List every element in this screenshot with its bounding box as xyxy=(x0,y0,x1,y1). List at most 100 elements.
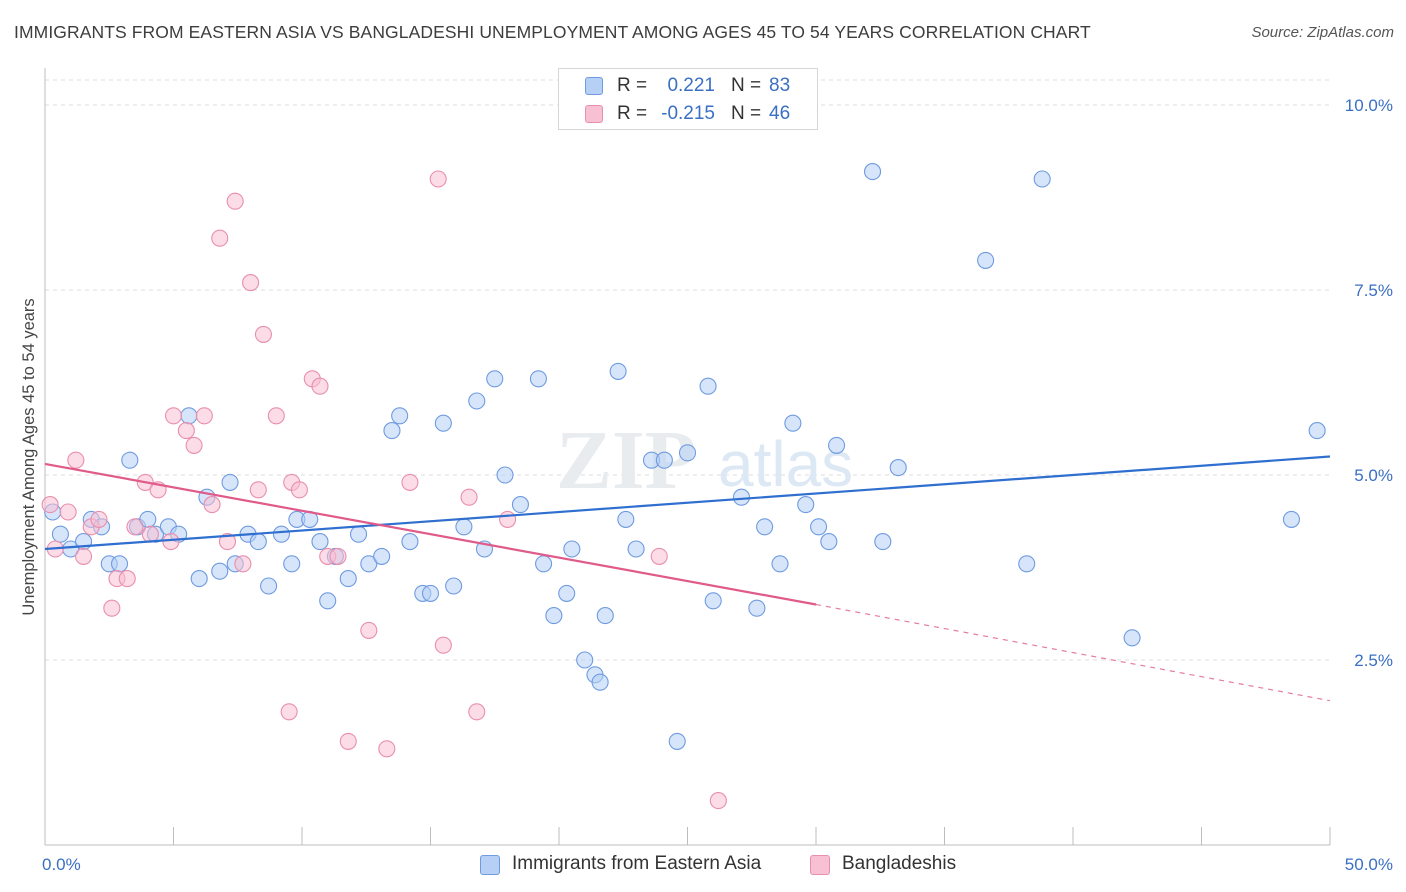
data-point-eastern-asia xyxy=(655,451,673,469)
data-point-eastern-asia xyxy=(563,540,581,558)
data-point-bangladeshi xyxy=(177,422,195,440)
x-tick-label: 50.0% xyxy=(1345,855,1393,874)
data-point-eastern-asia xyxy=(1282,510,1300,528)
r-value: -0.215 xyxy=(661,103,715,124)
data-point-bangladeshi xyxy=(254,325,273,343)
data-point-bangladeshi xyxy=(650,547,668,565)
y-tick-label: 10.0% xyxy=(1345,96,1393,115)
series-eastern-asia-points xyxy=(44,163,1326,750)
chart-title: IMMIGRANTS FROM EASTERN ASIA VS BANGLADE… xyxy=(14,22,1091,42)
watermark-zip: ZIP xyxy=(556,414,696,507)
data-point-eastern-asia xyxy=(455,518,473,536)
data-point-eastern-asia xyxy=(190,570,208,588)
data-point-eastern-asia xyxy=(678,444,697,462)
data-point-eastern-asia xyxy=(401,533,419,551)
data-point-eastern-asia xyxy=(748,599,766,617)
data-point-eastern-asia xyxy=(617,510,635,528)
data-point-eastern-asia xyxy=(391,407,409,425)
legend-label: Immigrants from Eastern Asia xyxy=(512,853,762,874)
r-value: 0.221 xyxy=(667,75,715,96)
x-tick-label: 0.0% xyxy=(42,855,81,874)
legend-swatch-pink xyxy=(810,855,830,875)
n-label: N = xyxy=(731,75,762,96)
data-point-eastern-asia xyxy=(828,436,846,454)
n-label: N = xyxy=(731,103,762,124)
y-tick-label: 5.0% xyxy=(1354,466,1393,485)
series-bangladeshi-points xyxy=(41,170,727,810)
data-point-eastern-asia xyxy=(421,584,440,602)
data-point-eastern-asia xyxy=(771,555,789,573)
data-point-eastern-asia xyxy=(373,547,391,565)
data-point-bangladeshi xyxy=(242,274,260,292)
data-point-eastern-asia xyxy=(668,732,686,750)
data-point-bangladeshi xyxy=(195,407,213,425)
data-point-eastern-asia xyxy=(121,451,139,469)
data-point-bangladeshi xyxy=(75,547,93,565)
data-point-bangladeshi xyxy=(90,510,108,528)
trend-line-eastern-asia xyxy=(44,455,1331,551)
data-point-eastern-asia xyxy=(339,570,357,588)
data-point-eastern-asia xyxy=(486,370,504,388)
data-point-bangladeshi xyxy=(709,792,727,810)
y-tick-labels: 2.5% 5.0% 7.5% 10.0% xyxy=(1345,96,1393,670)
x-tick-labels: 0.0% 50.0% xyxy=(42,855,1393,874)
data-point-bangladeshi xyxy=(401,473,419,491)
source-label: Source: ZipAtlas.com xyxy=(1251,24,1394,41)
data-point-bangladeshi xyxy=(329,547,347,565)
data-point-bangladeshi xyxy=(280,703,298,721)
data-point-eastern-asia xyxy=(211,562,229,580)
data-point-eastern-asia xyxy=(627,540,645,558)
data-point-eastern-asia xyxy=(535,555,553,573)
data-point-eastern-asia xyxy=(609,362,627,380)
data-point-bangladeshi xyxy=(59,503,77,521)
data-point-eastern-asia xyxy=(468,392,486,410)
axes xyxy=(44,68,1331,846)
data-point-eastern-asia xyxy=(1308,422,1326,440)
data-point-eastern-asia xyxy=(704,592,722,610)
data-point-eastern-asia xyxy=(445,577,463,595)
data-point-eastern-asia xyxy=(383,422,401,440)
data-point-eastern-asia xyxy=(1018,555,1036,573)
data-point-eastern-asia xyxy=(797,496,815,514)
trend-lines xyxy=(44,455,1331,702)
stats-legend-row-eastern-asia: R = 0.221 N = 83 xyxy=(559,72,817,100)
data-point-eastern-asia xyxy=(810,518,828,536)
data-point-eastern-asia xyxy=(863,163,882,181)
data-point-eastern-asia xyxy=(496,466,514,484)
data-point-eastern-asia xyxy=(349,525,368,543)
data-point-bangladeshi xyxy=(218,533,237,551)
data-point-bangladeshi xyxy=(211,229,229,247)
data-point-eastern-asia xyxy=(732,488,751,506)
data-point-bangladeshi xyxy=(41,496,59,514)
legend-swatch-pink xyxy=(585,105,603,123)
stats-legend: R = 0.221 N = 83 R = -0.215 N = 46 xyxy=(558,68,818,130)
stats-legend-row-bangladeshi: R = -0.215 N = 46 xyxy=(559,100,817,128)
data-point-eastern-asia xyxy=(576,651,594,669)
data-point-bangladeshi xyxy=(203,496,221,514)
data-point-eastern-asia xyxy=(249,533,267,551)
legend-label: Bangladeshis xyxy=(842,853,957,874)
data-point-bangladeshi xyxy=(103,599,121,617)
legend-swatch-blue xyxy=(585,77,603,95)
data-point-bangladeshi xyxy=(468,703,486,721)
data-point-eastern-asia xyxy=(221,473,239,491)
n-value: 46 xyxy=(769,103,791,124)
trend-line-bangladeshi-extrapolated xyxy=(815,603,1331,702)
series-legend: Immigrants from Eastern Asia Bangladeshi… xyxy=(0,850,1406,880)
data-point-eastern-asia xyxy=(784,414,802,432)
data-point-bangladeshi xyxy=(226,192,244,210)
data-point-eastern-asia xyxy=(283,555,301,573)
data-point-bangladeshi xyxy=(290,481,308,499)
data-point-eastern-asia xyxy=(311,533,329,551)
data-point-eastern-asia xyxy=(272,525,290,543)
data-point-bangladeshi xyxy=(311,377,329,395)
data-point-bangladeshi xyxy=(339,732,357,750)
data-point-bangladeshi xyxy=(162,533,180,551)
gridlines xyxy=(45,79,1330,661)
data-point-eastern-asia xyxy=(1033,170,1051,188)
data-point-bangladeshi xyxy=(499,510,517,528)
data-point-eastern-asia xyxy=(977,251,995,269)
data-point-bangladeshi xyxy=(141,525,159,543)
data-point-eastern-asia xyxy=(874,533,892,551)
